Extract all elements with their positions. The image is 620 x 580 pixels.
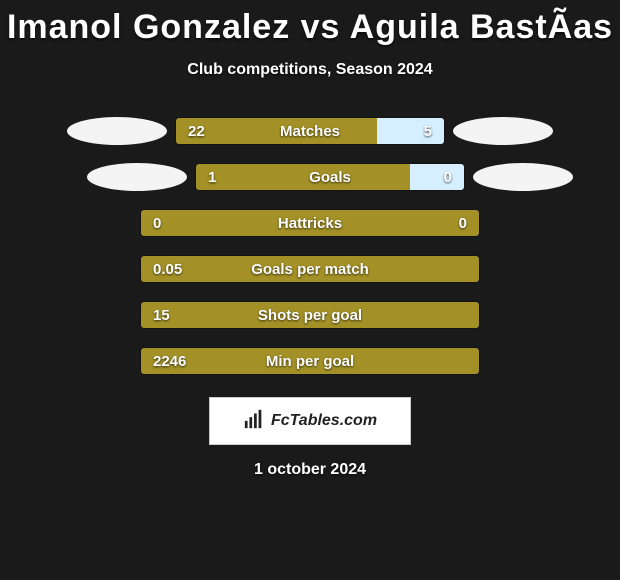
stat-row: 10Goals xyxy=(0,163,620,191)
date-text: 1 october 2024 xyxy=(0,461,620,479)
source-badge: FcTables.com xyxy=(209,397,411,445)
player-left-marker xyxy=(87,163,187,191)
stat-label: Matches xyxy=(176,118,444,144)
stat-row: 15Shots per goal xyxy=(0,301,620,329)
badge-text: FcTables.com xyxy=(271,412,377,430)
stat-bar: 10Goals xyxy=(195,163,465,191)
subtitle: Club competitions, Season 2024 xyxy=(0,61,620,79)
stat-bar: 225Matches xyxy=(175,117,445,145)
player-left-marker xyxy=(67,117,167,145)
stat-row: 225Matches xyxy=(0,117,620,145)
stat-row: 2246Min per goal xyxy=(0,347,620,375)
stat-row: 0.05Goals per match xyxy=(0,255,620,283)
stat-label: Min per goal xyxy=(141,348,479,374)
stat-label: Shots per goal xyxy=(141,302,479,328)
stat-bar: 15Shots per goal xyxy=(140,301,480,329)
player-right-marker xyxy=(453,117,553,145)
player-right-marker xyxy=(473,163,573,191)
page-title: Imanol Gonzalez vs Aguila BastÃ­as xyxy=(0,0,620,47)
stat-bar: 0.05Goals per match xyxy=(140,255,480,283)
stats-rows: 225Matches 10Goals 00Hattricks 0.05Goals pe… xyxy=(0,117,620,375)
stat-bar: 2246Min per goal xyxy=(140,347,480,375)
stat-row: 00Hattricks xyxy=(0,209,620,237)
chart-icon xyxy=(243,408,265,435)
stat-label: Goals xyxy=(196,164,464,190)
stat-label: Hattricks xyxy=(141,210,479,236)
stat-bar: 00Hattricks xyxy=(140,209,480,237)
stat-label: Goals per match xyxy=(141,256,479,282)
